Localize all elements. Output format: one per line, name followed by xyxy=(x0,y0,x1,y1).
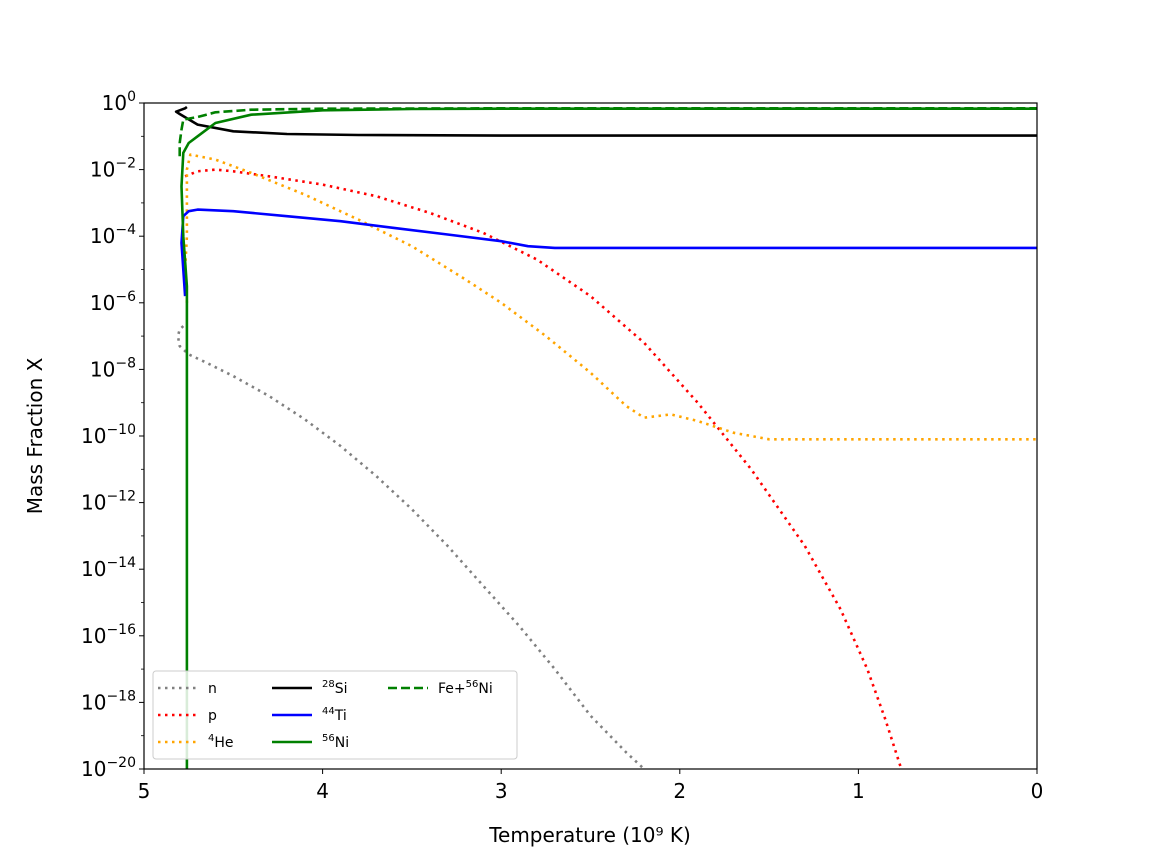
y-tick-exponent: 0 xyxy=(127,89,136,105)
series-line-fe-ni xyxy=(178,107,1037,157)
legend-superscript: 56 xyxy=(466,679,479,690)
y-tick-label: 10−14 xyxy=(81,555,136,581)
y-tick-label: 10−10 xyxy=(81,422,136,448)
y-tick-label: 10−2 xyxy=(90,156,136,182)
x-axis-label: Temperature (10⁹ K) xyxy=(488,823,691,847)
y-tick-exponent: −18 xyxy=(106,688,136,704)
series-line-si xyxy=(174,105,1037,137)
legend-superscript: 4 xyxy=(208,733,214,744)
legend: np 4He 28Si 44Ti 56Ni Fe+56Ni xyxy=(152,670,518,760)
y-tick-exponent: −8 xyxy=(115,355,136,371)
y-tick-exponent: −16 xyxy=(106,622,136,638)
y-tick-label: 10−20 xyxy=(81,755,136,781)
legend-label: Fe+56Ni xyxy=(438,679,493,697)
x-tick-label: 2 xyxy=(673,779,686,803)
y-tick-exponent: −4 xyxy=(115,222,136,238)
y-tick-exponent: −10 xyxy=(106,422,136,438)
legend-label: p xyxy=(208,708,217,724)
y-tick-label: 10−8 xyxy=(90,355,136,381)
legend-superscript: 56 xyxy=(322,733,335,744)
y-tick-exponent: −6 xyxy=(115,289,136,305)
series-line-ti xyxy=(180,208,1037,297)
legend-label: 44Ti xyxy=(322,706,347,724)
y-tick-label: 10−18 xyxy=(81,688,136,714)
legend-box xyxy=(152,670,518,760)
x-tick-label: 1 xyxy=(852,779,865,803)
y-tick-label: 10−12 xyxy=(81,489,136,515)
y-tick-label: 10−16 xyxy=(81,622,136,648)
series-layer xyxy=(174,105,1037,769)
x-tick-label: 0 xyxy=(1031,779,1044,803)
y-tick-exponent: −2 xyxy=(115,156,136,172)
x-axis-ticks: 5 4 3 2 1 0 xyxy=(138,769,1044,803)
x-tick-label: 4 xyxy=(316,779,329,803)
plot-area-frame xyxy=(143,102,1038,770)
y-tick-label: 100 xyxy=(102,89,136,115)
legend-label: n xyxy=(208,681,217,697)
y-axis-label: Mass Fraction X xyxy=(23,357,47,514)
y-tick-exponent: −20 xyxy=(106,755,136,771)
legend-label: 56Ni xyxy=(322,733,349,751)
legend-superscript: 28 xyxy=(322,679,335,690)
x-tick-label: 3 xyxy=(495,779,508,803)
y-tick-exponent: −12 xyxy=(106,489,136,505)
y-tick-label: 10−4 xyxy=(90,222,136,248)
legend-label: 28Si xyxy=(322,679,348,697)
y-axis-ticks: 100 10−2 10−4 10−6 10−8 10−10 10−12 10−14 10−16 1… xyxy=(81,89,144,781)
y-tick-label: 10−6 xyxy=(90,289,136,315)
series-line-p xyxy=(184,168,903,769)
y-tick-exponent: −14 xyxy=(106,555,136,571)
series-line-he xyxy=(183,153,1037,441)
x-tick-label: 5 xyxy=(138,779,151,803)
series-line-n xyxy=(176,325,645,769)
legend-label: 4He xyxy=(208,733,234,751)
legend-superscript: 44 xyxy=(322,706,335,717)
